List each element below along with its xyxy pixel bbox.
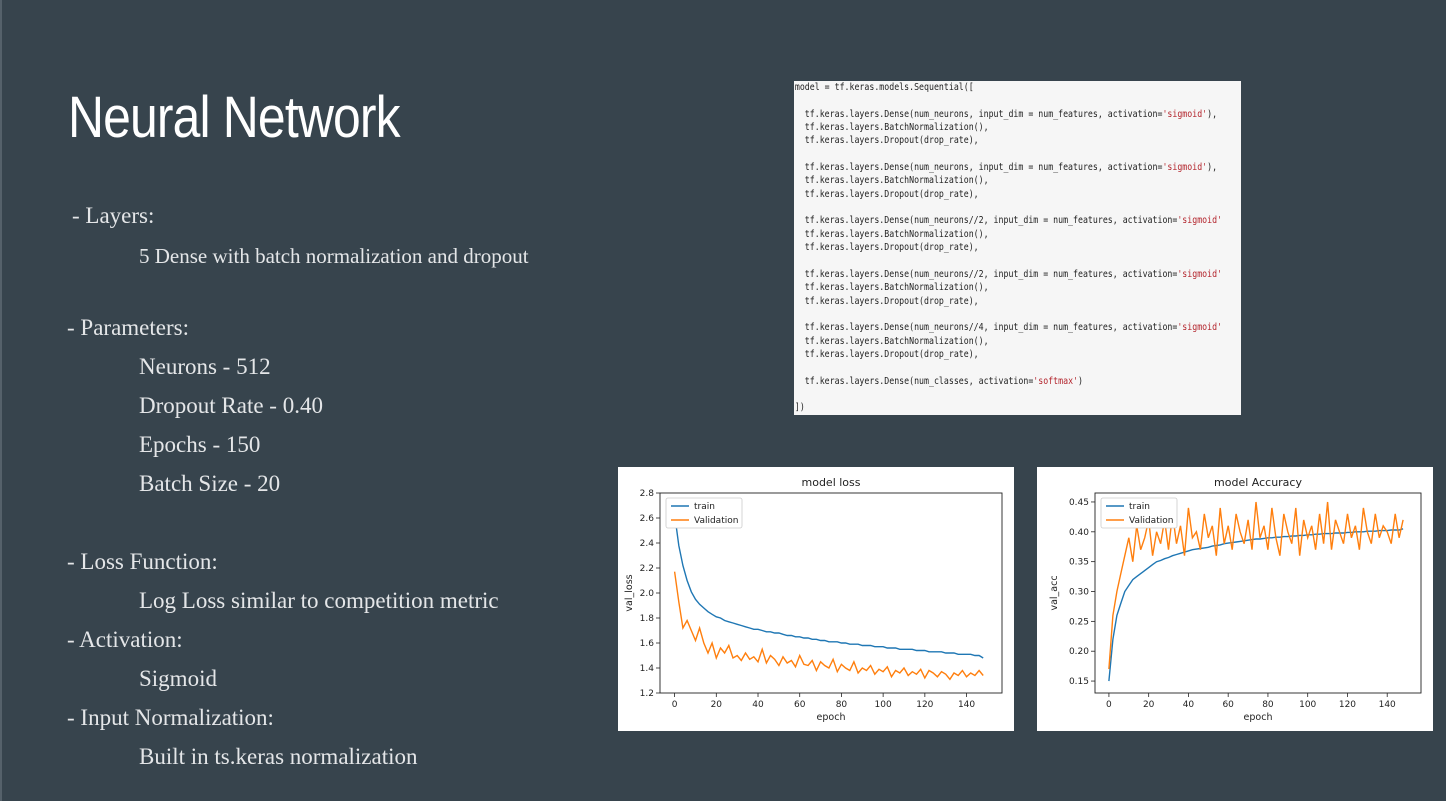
layers-detail: 5 Dense with batch normalization and dro… — [139, 244, 529, 268]
code-line: tf.keras.layers.BatchNormalization(), — [794, 282, 989, 294]
slide-title: Neural Network — [68, 85, 401, 150]
code-line: tf.keras.layers.Dense(num_neurons//2, in… — [794, 215, 1223, 227]
chart-title: model loss — [802, 476, 861, 489]
code-line — [795, 388, 1179, 401]
loss-function-detail: Log Loss similar to competition metric — [139, 588, 499, 613]
x-tick-label: 80 — [836, 700, 848, 710]
loss-chart-svg: model loss 0 20 40 60 80 100 120 140 1.2 1.4 1.6 1.8… — [624, 476, 1003, 723]
code-line: tf.keras.layers.Dense(num_neurons, input… — [794, 162, 1218, 174]
code-block: model = tf.keras.models.Sequential([ tf.… — [794, 81, 1223, 415]
x-tick-label: 60 — [794, 700, 806, 710]
series-line-train — [673, 514, 984, 659]
parameters-header: - Parameters: — [67, 315, 189, 340]
x-tick-label: 20 — [711, 700, 723, 710]
accuracy-chart-svg: model Accuracy 0 20 40 60 80 100 120 140 0.15 0.20… — [1049, 476, 1422, 723]
series-line-validation — [673, 571, 984, 681]
loss-chart: model loss 0 20 40 60 80 100 120 140 1.2 1.4 1.6 1.8… — [618, 467, 1014, 731]
legend-label: train — [694, 502, 715, 512]
code-line — [795, 254, 1179, 267]
y-tick-label: 1.2 — [640, 689, 654, 699]
y-tick-label: 0.20 — [1069, 647, 1089, 657]
x-tick-label: 20 — [1143, 700, 1155, 710]
code-screenshot: model = tf.keras.models.Sequential([ tf.… — [794, 81, 1241, 415]
code-line: tf.keras.layers.Dropout(drop_rate), — [794, 135, 979, 147]
y-tick-label: 0.25 — [1069, 617, 1089, 627]
code-line — [795, 201, 1179, 214]
x-tick-label: 0 — [1106, 700, 1112, 710]
x-axis-label: epoch — [817, 712, 846, 723]
legend: train Validation — [1100, 497, 1178, 529]
x-tick-label: 0 — [672, 700, 678, 710]
y-axis-label: val_loss — [624, 574, 635, 611]
layers-header: - Layers: — [72, 203, 155, 228]
code-line: tf.keras.layers.BatchNormalization(), — [794, 175, 989, 187]
x-tick-label: 40 — [1183, 700, 1195, 710]
y-tick-label: 1.6 — [640, 639, 655, 649]
x-tick-label: 80 — [1262, 700, 1274, 710]
x-tick-label: 40 — [752, 700, 764, 710]
param-dropout-rate: Dropout Rate - 0.40 — [139, 393, 323, 418]
x-tick-label: 60 — [1222, 700, 1234, 710]
legend-label: train — [1129, 502, 1150, 512]
param-batch-size: Batch Size - 20 — [139, 471, 281, 496]
input-normalization-detail: Built in ts.keras normalization — [139, 744, 418, 769]
x-tick-label: 100 — [875, 700, 892, 710]
input-normalization-header: - Input Normalization: — [67, 705, 274, 730]
code-line — [795, 308, 1179, 321]
code-line: model = tf.keras.models.Sequential([ — [794, 82, 974, 93]
code-line — [795, 148, 1179, 161]
y-tick-label: 0.35 — [1069, 558, 1089, 568]
x-axis-label: epoch — [1244, 712, 1273, 723]
activation-header: - Activation: — [67, 627, 183, 652]
y-tick-label: 2.0 — [640, 589, 655, 599]
y-tick-label: 2.8 — [640, 489, 655, 499]
code-line — [795, 94, 1179, 107]
y-tick-label: 0.30 — [1069, 588, 1089, 598]
code-line: tf.keras.layers.BatchNormalization(), — [794, 122, 989, 134]
legend-label: Validation — [1129, 516, 1173, 526]
y-tick-label: 0.40 — [1069, 528, 1089, 538]
loss-function-header: - Loss Function: — [67, 549, 218, 574]
x-tick-label: 100 — [1299, 700, 1316, 710]
code-line: tf.keras.layers.Dense(num_neurons//2, in… — [794, 268, 1223, 280]
code-line — [795, 361, 1179, 374]
y-tick-label: 2.4 — [640, 539, 655, 549]
code-line: tf.keras.layers.Dense(num_neurons//4, in… — [794, 322, 1223, 334]
y-tick-label: 1.4 — [640, 664, 655, 674]
x-tick-label: 120 — [916, 700, 933, 710]
x-tick-label: 120 — [1339, 700, 1356, 710]
code-line: tf.keras.layers.Dropout(drop_rate), — [794, 295, 979, 307]
series-line-validation — [1108, 501, 1404, 670]
y-tick-label: 2.6 — [640, 514, 655, 524]
code-line: tf.keras.layers.Dense(num_classes, activ… — [794, 375, 1083, 387]
x-tick-label: 140 — [958, 700, 975, 710]
legend: train Validation — [665, 497, 743, 529]
x-tick-label: 140 — [1379, 700, 1396, 710]
y-tick-label: 0.15 — [1069, 677, 1089, 687]
code-line: tf.keras.layers.Dropout(drop_rate), — [794, 188, 979, 200]
activation-detail: Sigmoid — [139, 666, 217, 691]
slide-left-edge — [0, 0, 2, 801]
code-line: ]) — [794, 402, 805, 414]
y-tick-label: 1.8 — [640, 614, 655, 624]
y-tick-label: 2.2 — [640, 564, 654, 574]
chart-title: model Accuracy — [1214, 476, 1302, 489]
y-axis-label: val_acc — [1049, 575, 1060, 610]
plot-frame — [1094, 492, 1422, 694]
code-line: tf.keras.layers.BatchNormalization(), — [794, 228, 989, 240]
code-line: tf.keras.layers.Dense(num_neurons, input… — [794, 108, 1218, 120]
legend-label: Validation — [694, 516, 738, 526]
code-line: tf.keras.layers.Dropout(drop_rate), — [794, 348, 979, 360]
param-epochs: Epochs - 150 — [139, 432, 261, 457]
code-line: tf.keras.layers.Dropout(drop_rate), — [794, 242, 979, 254]
param-neurons: Neurons - 512 — [139, 354, 271, 379]
y-tick-label: 0.45 — [1069, 498, 1089, 508]
accuracy-chart: model Accuracy 0 20 40 60 80 100 120 140 0.15 0.20… — [1037, 467, 1433, 731]
code-line: tf.keras.layers.BatchNormalization(), — [794, 335, 989, 347]
